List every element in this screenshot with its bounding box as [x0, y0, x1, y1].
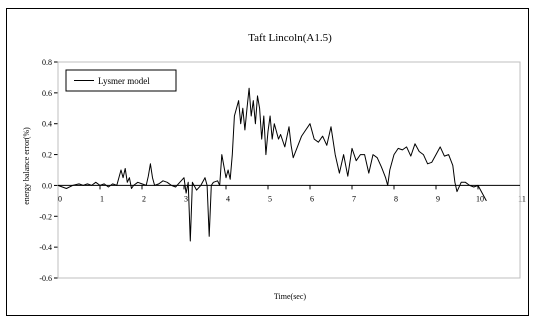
- plot-area: [57, 61, 521, 279]
- x-tick-label: 11: [518, 194, 526, 203]
- y-tick-label: 0.6: [42, 89, 52, 98]
- x-tick-label: 10: [476, 194, 484, 203]
- x-tick-label: 5: [268, 194, 272, 203]
- legend: Lysmer model: [65, 69, 177, 92]
- x-tick-label: 0: [58, 194, 62, 203]
- x-tick-label: 1: [100, 194, 104, 203]
- y-tick-label: -0.6: [39, 274, 52, 283]
- y-axis-label: energy balance error(%): [22, 127, 31, 205]
- x-axis-ticks: 0 1 2 3 4 5 6 7 8 9 10 11: [57, 185, 526, 203]
- x-tick-label: 2: [142, 194, 146, 203]
- x-tick-label: 9: [436, 194, 440, 203]
- y-tick-label: 0.4: [42, 120, 52, 129]
- x-tick-label: 3: [184, 194, 188, 203]
- legend-entry-lysmer-model: Lysmer model: [98, 76, 150, 86]
- y-tick-label: 0.2: [42, 151, 52, 160]
- y-tick-label: 0.0: [42, 181, 52, 190]
- y-axis-ticks: 0.8 0.6 0.4 0.2 0.0 -0.2 -0.4 -0.6: [39, 58, 58, 283]
- x-axis-label: Time(sec): [274, 292, 306, 301]
- x-tick-label: 8: [394, 194, 398, 203]
- y-tick-label: 0.8: [42, 58, 52, 67]
- series-line-lysmer-model: [57, 87, 487, 242]
- chart-frame: [6, 8, 529, 316]
- chart-title: Taft Lincoln(A1.5): [248, 32, 332, 44]
- legend-box: [65, 69, 177, 92]
- x-tick-label: 6: [310, 194, 314, 203]
- x-tick-label: 7: [352, 194, 356, 203]
- y-tick-label: -0.4: [39, 243, 52, 252]
- y-tick-label: -0.2: [39, 212, 52, 221]
- x-tick-label: 4: [226, 194, 230, 203]
